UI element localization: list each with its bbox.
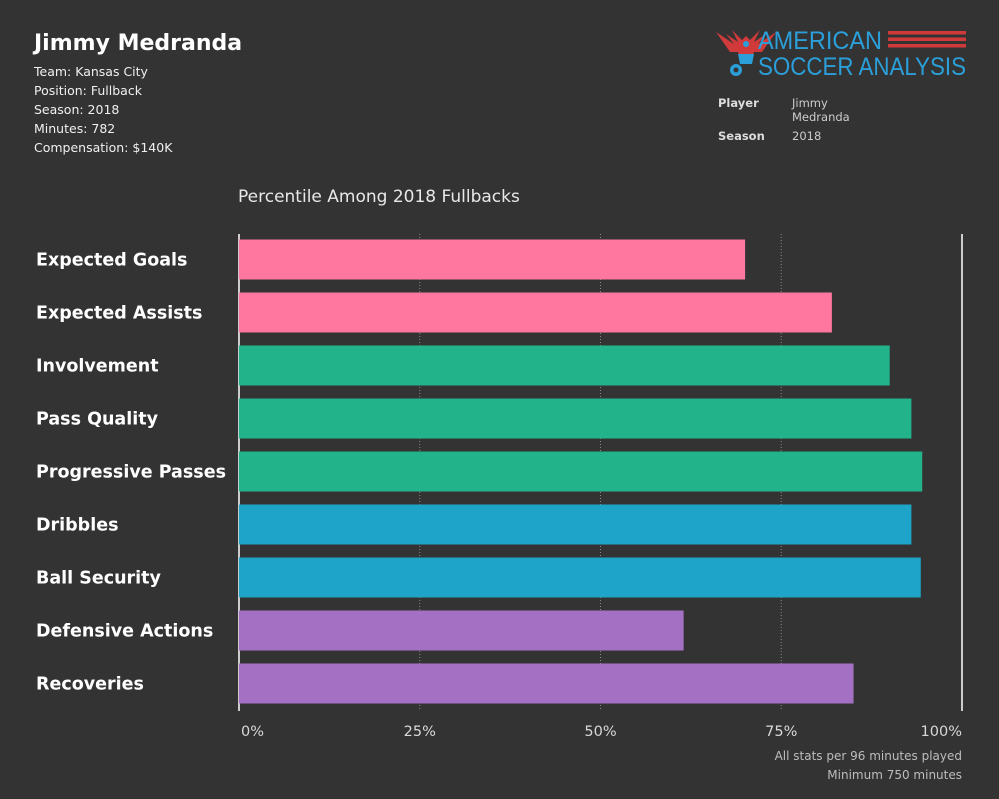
bar: [239, 663, 854, 704]
filter-player-label: Player: [718, 96, 759, 110]
category-label: Ball Security: [36, 569, 162, 589]
footnote-line1: All stats per 96 minutes played: [774, 749, 962, 763]
logo-line1: AMERICAN: [758, 27, 882, 55]
category-label: Dribbles: [36, 516, 119, 536]
percentile-bar-chart: Expected Goals Expected Assists Involvemen…: [36, 234, 963, 740]
player-position: Position: Fullback: [34, 83, 142, 98]
bar: [239, 292, 832, 333]
player-minutes: Minutes: 782: [34, 121, 116, 136]
player-name: Jimmy Medranda: [34, 31, 243, 56]
x-tick-label: 25%: [404, 724, 436, 740]
x-tick-label: 0%: [241, 724, 264, 740]
player-compensation: Compensation: $140K: [34, 140, 173, 155]
filter-season-value[interactable]: 2018: [792, 129, 822, 143]
player-info: Team: Kansas City Position: Fullback Sea…: [34, 62, 172, 157]
category-label: Pass Quality: [36, 410, 159, 430]
footnote: All stats per 96 minutes played Minimum …: [775, 747, 962, 785]
logo-stripe: [888, 44, 966, 48]
category-label: Recoveries: [36, 675, 144, 695]
bar: [239, 239, 746, 280]
category-label: Expected Assists: [36, 304, 202, 324]
logo-stripe: [888, 31, 966, 35]
category-label: Progressive Passes: [36, 463, 226, 483]
logo-line2: SOCCER ANALYSIS: [758, 53, 966, 80]
bar: [239, 504, 912, 545]
bar: [239, 451, 923, 492]
filter-season-label: Season: [718, 129, 765, 143]
x-tick-label: 100%: [921, 724, 962, 740]
chart-title: Percentile Among 2018 Fullbacks: [238, 187, 520, 207]
bar: [239, 610, 684, 651]
eagle-icon: [716, 30, 776, 76]
category-label: Defensive Actions: [36, 622, 213, 642]
bar: [239, 398, 912, 439]
asa-logo: AMERICAN SOCCER ANALYSIS: [716, 27, 966, 80]
category-label: Involvement: [36, 357, 159, 377]
x-tick-label: 50%: [584, 724, 616, 740]
player-season: Season: 2018: [34, 102, 120, 117]
bar: [239, 557, 921, 598]
logo-stripe: [888, 37, 966, 41]
bar: [239, 345, 890, 386]
category-label: Expected Goals: [36, 251, 187, 271]
filter-player-value[interactable]: Jimmy Medranda: [792, 96, 850, 124]
x-tick-label: 75%: [765, 724, 797, 740]
footnote-line2: Minimum 750 minutes: [827, 768, 962, 782]
player-team: Team: Kansas City: [34, 64, 148, 79]
